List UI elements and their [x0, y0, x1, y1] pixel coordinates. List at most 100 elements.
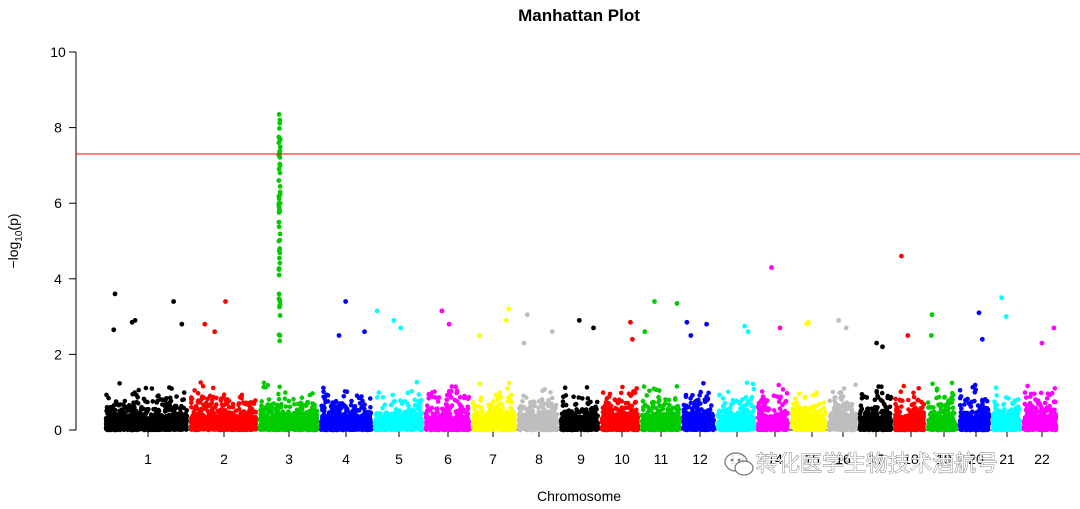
snp-point — [340, 427, 345, 432]
snp-point — [416, 392, 422, 397]
snp-point — [261, 384, 266, 390]
snp-point — [414, 424, 419, 430]
snp-point — [376, 390, 382, 395]
snp-point — [495, 395, 500, 400]
x-tick-label: 11 — [654, 451, 669, 467]
snp-point — [477, 381, 483, 387]
peak-point — [277, 237, 283, 243]
snp-point — [200, 383, 206, 389]
snp-point — [247, 416, 252, 421]
peak-point — [202, 321, 208, 327]
snp-point — [508, 405, 513, 411]
snp-point — [153, 416, 158, 421]
snp-point — [425, 403, 430, 409]
snp-point — [330, 400, 336, 406]
snp-point — [199, 419, 204, 425]
snp-point — [329, 410, 335, 415]
snp-point — [209, 417, 215, 422]
snp-point — [192, 388, 197, 393]
snp-point — [195, 391, 201, 396]
snp-point — [237, 394, 243, 400]
snp-point — [183, 416, 188, 422]
peak-point — [111, 327, 117, 333]
x-tick-label: 14 — [767, 451, 783, 467]
snp-point — [406, 410, 412, 416]
x-tick-label: 12 — [692, 451, 708, 467]
snp-point — [112, 420, 117, 426]
snp-point — [104, 408, 109, 414]
peak-point — [277, 120, 283, 126]
snp-point — [110, 404, 115, 410]
snp-point — [142, 423, 147, 428]
snp-point — [312, 402, 317, 408]
snp-point — [128, 405, 134, 410]
snp-point — [305, 400, 310, 405]
x-tick-label: 6 — [444, 451, 452, 467]
snp-point — [207, 402, 213, 408]
snp-point — [162, 402, 168, 407]
snp-point — [452, 397, 458, 403]
snp-point — [215, 421, 220, 427]
snp-point — [321, 394, 326, 400]
snp-point — [328, 421, 334, 426]
chromosome-5-points — [372, 308, 425, 433]
snp-point — [138, 424, 144, 430]
snp-point — [390, 414, 395, 420]
snp-point — [118, 402, 123, 407]
snp-point — [354, 426, 359, 431]
snp-point — [388, 402, 394, 408]
snp-point — [150, 399, 156, 404]
snp-point — [368, 405, 373, 410]
snp-point — [236, 406, 242, 412]
peak-point — [277, 148, 283, 154]
snp-point — [170, 420, 176, 426]
snp-point — [458, 426, 463, 432]
peak-point — [277, 144, 283, 150]
snp-point — [336, 405, 341, 410]
chromosome-7-points — [470, 306, 518, 433]
y-axis-label-suffix: (p) — [5, 213, 21, 230]
snp-point — [133, 417, 138, 423]
snp-point — [282, 427, 288, 432]
peak-point — [277, 137, 283, 143]
snp-point — [488, 403, 494, 409]
snp-point — [230, 401, 236, 407]
snp-point — [151, 407, 156, 412]
snp-point — [135, 421, 141, 427]
peak-point — [276, 112, 282, 117]
snp-point — [164, 396, 169, 401]
snp-point — [146, 424, 151, 430]
snp-point — [443, 402, 449, 407]
snp-point — [434, 406, 440, 412]
snp-point — [426, 396, 432, 401]
chromosome-3-points — [257, 112, 320, 433]
snp-point — [320, 406, 325, 411]
snp-point — [162, 409, 168, 414]
peak-point — [112, 291, 118, 297]
peak-point — [277, 313, 283, 318]
snp-point — [143, 385, 149, 391]
snp-point — [265, 383, 271, 388]
snp-point — [123, 424, 129, 430]
snp-point — [495, 403, 500, 408]
snp-point — [390, 392, 396, 398]
snp-point — [113, 416, 118, 421]
snp-point — [155, 394, 160, 399]
snp-point — [452, 427, 457, 433]
snp-point — [271, 401, 277, 406]
snp-point — [125, 416, 131, 421]
snp-point — [454, 388, 460, 394]
snp-point — [277, 384, 283, 390]
snp-point — [437, 417, 443, 423]
snp-point — [398, 398, 403, 403]
peak-point — [391, 318, 397, 323]
snp-point — [226, 404, 232, 410]
snp-point — [166, 421, 172, 427]
snp-point — [435, 425, 440, 431]
snp-point — [341, 402, 346, 408]
snp-point — [236, 402, 241, 408]
snp-point — [392, 398, 397, 404]
snp-point — [313, 415, 319, 421]
snp-point — [236, 415, 242, 420]
